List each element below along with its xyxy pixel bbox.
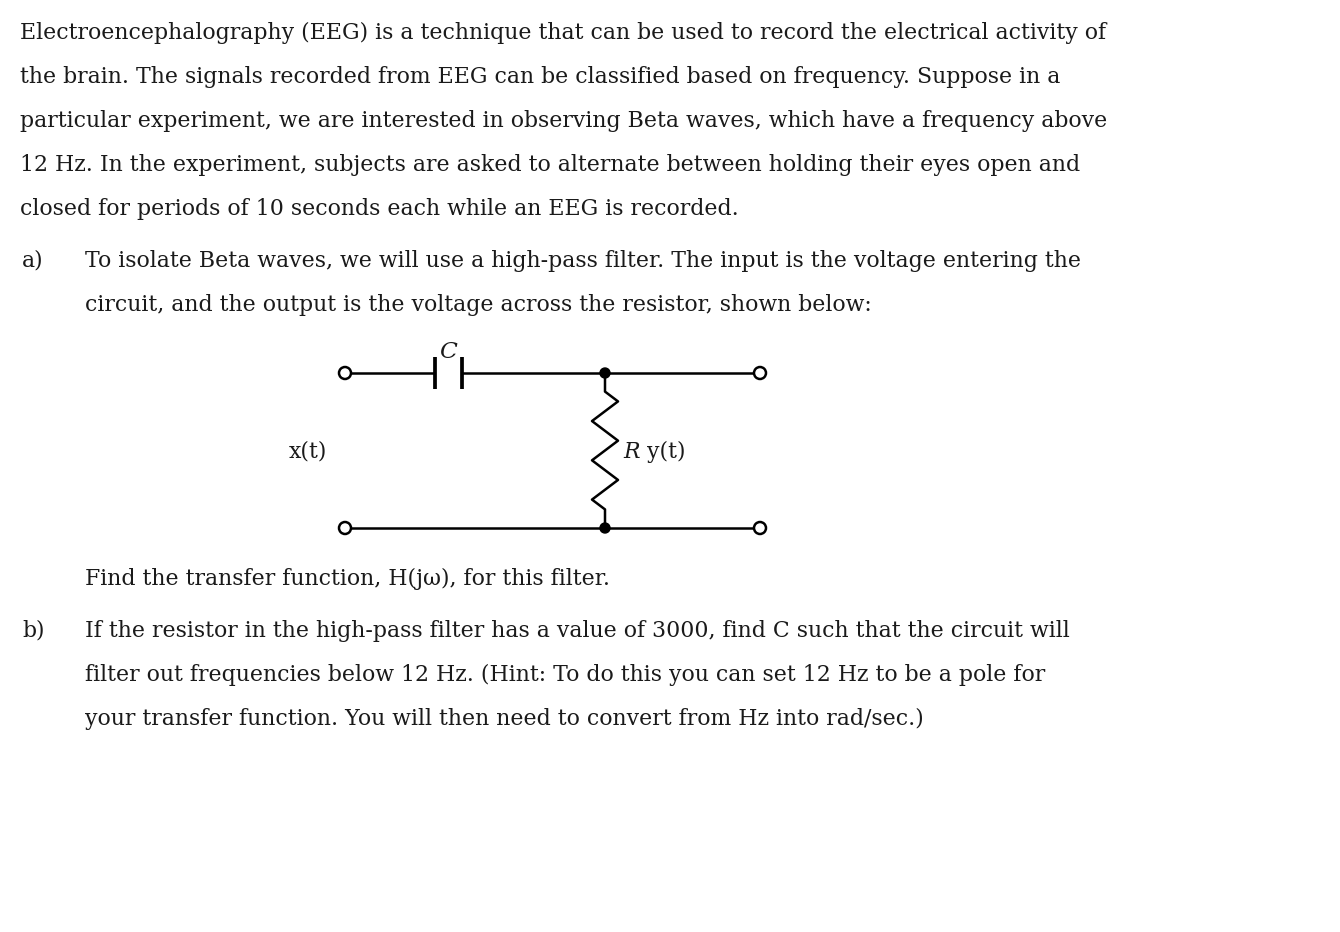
Text: To isolate Beta waves, we will use a high-pass filter. The input is the voltage : To isolate Beta waves, we will use a hig… — [84, 250, 1081, 272]
Text: 12 Hz. In the experiment, subjects are asked to alternate between holding their : 12 Hz. In the experiment, subjects are a… — [20, 154, 1080, 176]
Text: your transfer function. You will then need to convert from Hz into rad/sec.): your transfer function. You will then ne… — [84, 708, 923, 730]
Circle shape — [754, 367, 766, 379]
Text: filter out frequencies below 12 Hz. (Hint: To do this you can set 12 Hz to be a : filter out frequencies below 12 Hz. (Hin… — [84, 664, 1045, 686]
Text: C: C — [440, 341, 457, 363]
Text: Electroencephalography (EEG) is a technique that can be used to record the elect: Electroencephalography (EEG) is a techni… — [20, 22, 1105, 44]
Text: particular experiment, we are interested in observing Beta waves, which have a f: particular experiment, we are interested… — [20, 110, 1107, 132]
Text: y(t): y(t) — [647, 441, 686, 462]
Circle shape — [339, 367, 351, 379]
Circle shape — [754, 522, 766, 534]
Circle shape — [600, 523, 610, 533]
Text: If the resistor in the high-pass filter has a value of 3000, find C such that th: If the resistor in the high-pass filter … — [84, 620, 1069, 642]
Text: closed for periods of 10 seconds each while an EEG is recorded.: closed for periods of 10 seconds each wh… — [20, 198, 738, 220]
Text: a): a) — [21, 250, 44, 272]
Circle shape — [339, 522, 351, 534]
Circle shape — [600, 368, 610, 378]
Text: b): b) — [21, 620, 44, 642]
Text: circuit, and the output is the voltage across the resistor, shown below:: circuit, and the output is the voltage a… — [84, 294, 872, 316]
Text: the brain. The signals recorded from EEG can be classified based on frequency. S: the brain. The signals recorded from EEG… — [20, 66, 1060, 88]
Text: x(t): x(t) — [288, 441, 327, 462]
Text: R: R — [623, 441, 639, 462]
Text: Find the transfer function, H(jω), for this filter.: Find the transfer function, H(jω), for t… — [84, 568, 610, 590]
